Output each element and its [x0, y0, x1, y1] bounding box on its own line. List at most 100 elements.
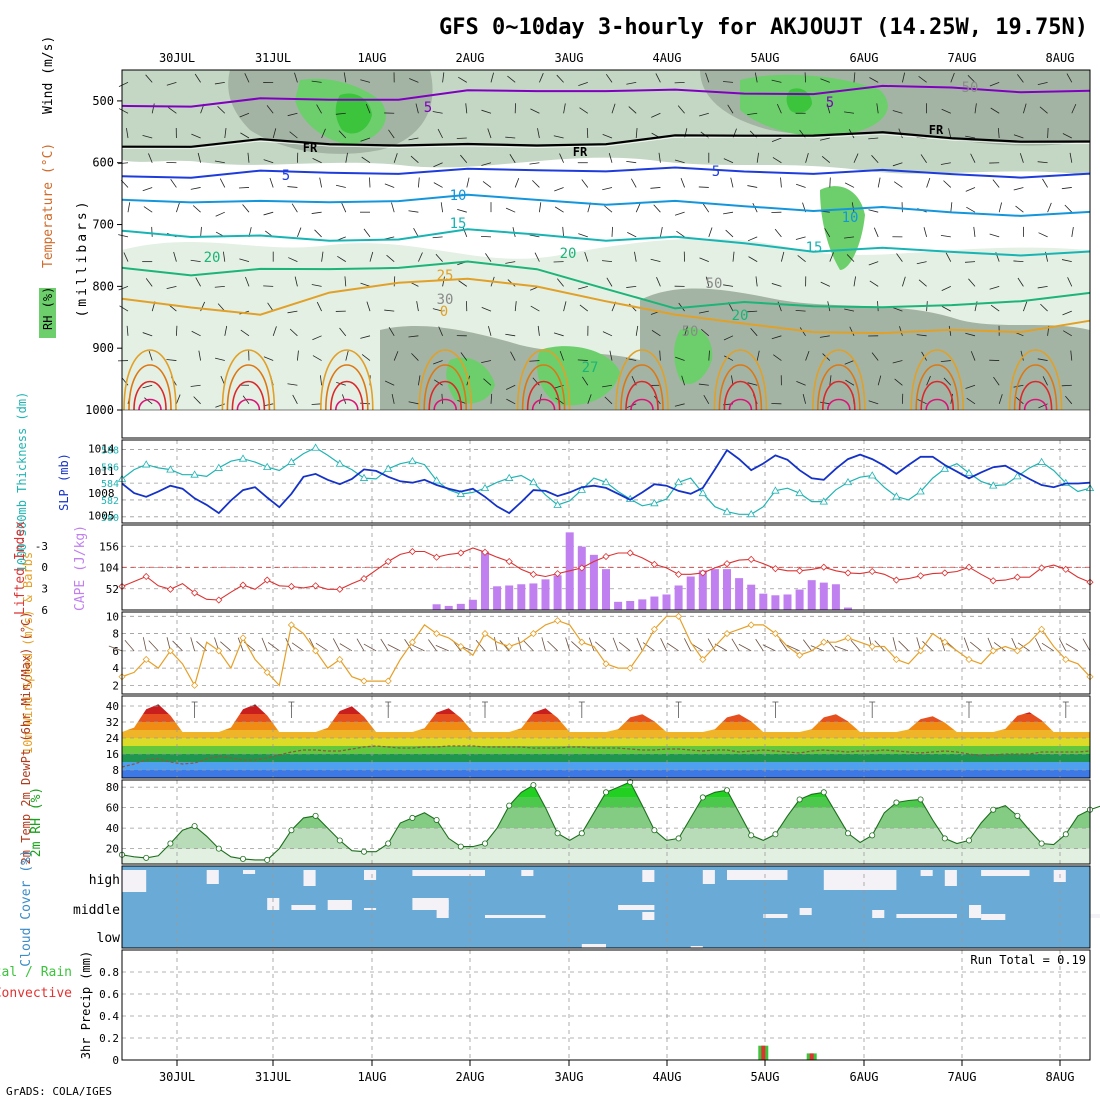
cape-bar — [844, 607, 852, 610]
contour-label: 15 — [450, 216, 467, 232]
wind-barb — [965, 135, 976, 139]
lifted-index-point — [675, 570, 683, 578]
wind-barb — [485, 253, 492, 262]
temp-tick-label: 32 — [106, 716, 119, 729]
wind-barb — [192, 205, 201, 213]
wind-barb — [388, 129, 395, 139]
rh2m-point — [893, 799, 900, 806]
wind-barb — [176, 325, 178, 336]
wind-barb — [776, 103, 782, 114]
wind-barb — [151, 226, 153, 237]
wind-barb — [321, 128, 326, 139]
rh2m-point — [457, 843, 464, 850]
thickness-point — [480, 483, 490, 492]
wind-barb — [821, 155, 831, 164]
wind-barb-10m — [475, 639, 486, 652]
rh2m-point — [1038, 840, 1045, 847]
lifted-index-point — [989, 577, 997, 585]
surface-contour — [910, 349, 964, 411]
wind-barb — [554, 187, 564, 192]
wind-speed-point — [602, 660, 610, 668]
surface-contour — [817, 364, 861, 411]
wind-barb — [965, 384, 976, 389]
surface-contour — [822, 380, 856, 411]
wind-barb — [771, 283, 782, 287]
thickness-point — [601, 477, 611, 486]
wind-barb — [311, 80, 322, 83]
cape-bar — [493, 586, 502, 610]
wind-barb — [437, 128, 443, 139]
wind-barb-10m — [1058, 638, 1067, 652]
wind-barb — [966, 206, 976, 213]
cloud-block — [896, 914, 957, 918]
time-axis-bottom-label: 8AUG — [1046, 1070, 1075, 1084]
wind-barb-10m — [993, 642, 1006, 652]
wind-barb-10m — [612, 637, 619, 651]
cape-bar — [735, 578, 744, 610]
wind-barb — [699, 257, 709, 263]
lifted-index-point — [554, 570, 562, 578]
wind-barb — [393, 153, 398, 163]
wind-barb — [805, 351, 810, 361]
wind-barb — [458, 76, 468, 83]
wind-barb — [195, 277, 201, 287]
wind-barb — [435, 253, 443, 262]
surface-contour — [1008, 349, 1063, 411]
wind-barb-10m — [1041, 642, 1054, 652]
wind-barb — [1017, 74, 1024, 83]
upper-air-frame — [121, 69, 1091, 439]
wind-barb-10m — [834, 645, 849, 652]
wind-barb — [824, 228, 831, 238]
wind-barb — [193, 396, 201, 405]
wind-barb — [923, 227, 927, 238]
cloud-block — [920, 870, 933, 876]
lifted-index-point — [820, 563, 828, 571]
wind-speed-point — [747, 621, 755, 629]
wind-barb — [845, 379, 855, 386]
lifted-tick-label: 0 — [41, 561, 48, 574]
wind-barb — [896, 253, 903, 262]
contour-label: 10 — [450, 188, 467, 204]
wind-barb — [245, 276, 250, 287]
time-axis-top-label: 31JUL — [255, 51, 291, 65]
wind-speed-point — [263, 668, 271, 676]
rh2m-point — [312, 812, 319, 819]
wind-barb — [703, 394, 710, 405]
wind-barb — [702, 203, 710, 213]
wind-barb — [893, 181, 903, 188]
wind-speed-point — [505, 642, 513, 651]
wind-barb — [805, 153, 809, 163]
wind-barb — [408, 401, 419, 405]
wind-barb — [1069, 152, 1073, 163]
cloud-block — [122, 870, 147, 892]
cape-bar — [831, 584, 840, 610]
wind-barb-10m — [267, 642, 280, 652]
contour-label: 30 — [437, 292, 454, 308]
wind-barb — [820, 78, 830, 83]
time-axis-bottom-label: 30JUL — [159, 1070, 195, 1084]
wind-barb — [240, 329, 250, 337]
wind-barb — [217, 303, 226, 312]
wind-barb — [684, 326, 688, 336]
wind-barb — [369, 251, 374, 262]
wind-barb — [675, 356, 685, 361]
wind-speed-point — [723, 630, 731, 638]
wind-barb — [1037, 285, 1048, 289]
temp2m-frame — [121, 695, 1091, 779]
wind-barb-10m — [738, 643, 752, 652]
lifted-index-point — [650, 560, 658, 568]
rh2m-point — [796, 796, 803, 803]
wind-barb — [902, 276, 906, 287]
rh2m-point — [215, 845, 222, 852]
wind-barb — [481, 109, 492, 114]
wind-speed-point — [1013, 647, 1021, 655]
wind-barb — [1037, 358, 1048, 361]
wind-barb — [360, 335, 371, 339]
wind-barb — [626, 81, 637, 85]
lifted-index-point — [844, 569, 852, 577]
wind-barb — [457, 209, 467, 213]
time-axis-bottom-label: 4AUG — [653, 1070, 682, 1084]
cloud-frame — [121, 865, 1091, 949]
lifted-index-point — [481, 548, 489, 556]
rh-shading-region — [536, 346, 620, 406]
